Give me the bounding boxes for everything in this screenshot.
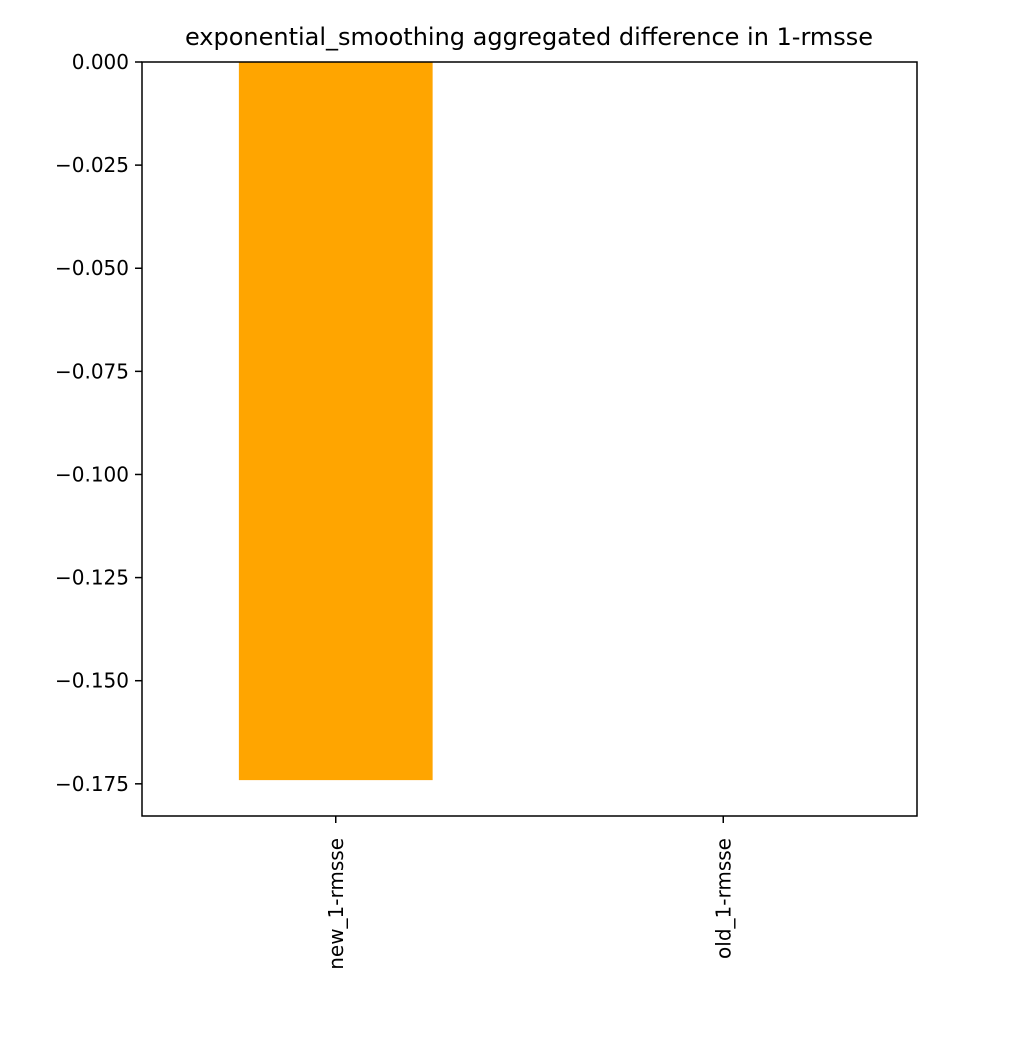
y-axis: 0.000 −0.025 −0.050 −0.075 −0.100 −0.125 −0.15… bbox=[55, 50, 142, 796]
y-tick-label: −0.150 bbox=[55, 669, 129, 693]
chart-title: exponential_smoothing aggregated differe… bbox=[185, 23, 873, 51]
y-tick-label: −0.025 bbox=[55, 153, 129, 177]
bars bbox=[238, 62, 433, 781]
y-tick-label: −0.050 bbox=[55, 256, 129, 280]
y-tick-label: −0.100 bbox=[55, 462, 129, 486]
x-tick-label: old_1-rmsse bbox=[711, 838, 735, 959]
bar-new_1-rmsse bbox=[238, 62, 433, 781]
x-axis: new_1-rmsse old_1-rmsse bbox=[324, 816, 735, 970]
y-tick-label: −0.125 bbox=[55, 566, 129, 590]
plot-frame bbox=[141, 61, 918, 817]
x-tick-label: new_1-rmsse bbox=[324, 838, 348, 970]
y-tick-label: −0.175 bbox=[55, 772, 129, 796]
y-tick-label: −0.075 bbox=[55, 359, 129, 383]
y-tick-label: 0.000 bbox=[72, 50, 129, 74]
